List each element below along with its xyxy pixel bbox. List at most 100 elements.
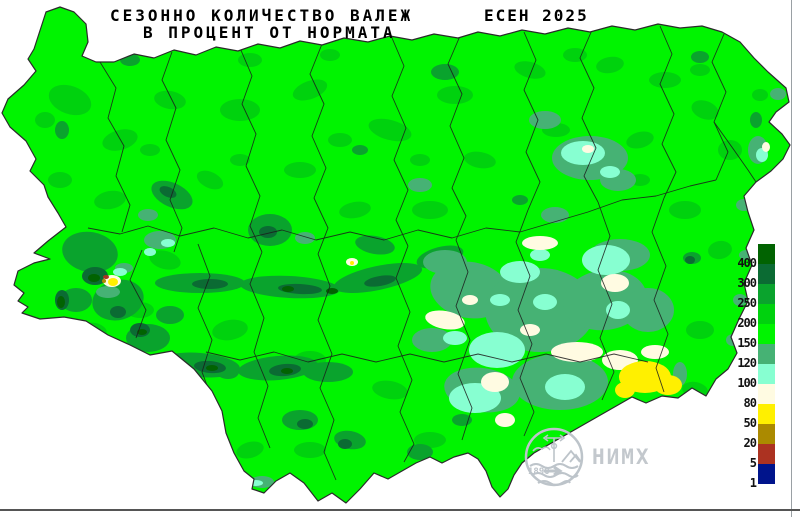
map-title-season: ЕСЕН 2025 <box>484 6 589 25</box>
legend-tick-label: 120 <box>737 356 757 370</box>
precip-region <box>545 374 585 400</box>
precip-region <box>171 420 199 440</box>
district-boundary-line <box>99 61 131 233</box>
precip-region <box>156 306 184 324</box>
district-boundary-line <box>129 249 147 339</box>
precip-region <box>514 61 546 79</box>
precip-region <box>522 236 558 250</box>
country-border <box>1 6 791 504</box>
legend-swatch-1 <box>758 464 775 484</box>
precip-region <box>249 480 263 486</box>
precip-region <box>128 383 176 417</box>
precip-region <box>601 274 629 292</box>
legend-swatch-100 <box>758 364 775 384</box>
precip-region <box>512 195 528 205</box>
precip-region <box>35 112 55 128</box>
precip-region <box>452 414 472 426</box>
precip-region <box>691 100 719 120</box>
precip-region <box>533 294 557 310</box>
map-title-line2: В ПРОЦЕНТ ОТ НОРМАТА <box>143 23 396 42</box>
precip-region <box>464 151 496 169</box>
legend-swatch-120 <box>758 344 775 364</box>
precip-region <box>102 279 106 283</box>
precip-region <box>364 275 396 287</box>
precip-region <box>55 121 69 139</box>
precip-region <box>259 226 277 238</box>
legend-tick-label: 1 <box>749 476 757 490</box>
land-patches <box>35 48 786 488</box>
precip-region <box>414 432 446 448</box>
precip-region <box>143 458 167 472</box>
precip-region <box>615 382 635 398</box>
precip-region <box>606 301 630 319</box>
precip-region <box>495 413 515 427</box>
precip-region <box>563 48 587 62</box>
precip-region <box>443 331 467 345</box>
legend-tick-label: 200 <box>737 316 757 330</box>
logo-cloud-icon <box>532 446 551 452</box>
district-boundary-line <box>309 43 329 255</box>
precip-region <box>60 288 92 312</box>
precip-region <box>110 306 126 318</box>
legend-swatch-200 <box>758 304 775 324</box>
district-boundary-line <box>87 179 717 241</box>
precip-region <box>156 419 168 427</box>
district-boundary-line <box>239 47 263 253</box>
precip-region <box>412 201 448 219</box>
precip-region <box>641 345 669 359</box>
precip-region <box>529 111 561 129</box>
district-boundary-line <box>395 245 415 463</box>
district-boundary-line <box>317 253 337 481</box>
district-boundary-line <box>579 29 599 203</box>
district-boundary-line <box>515 209 535 437</box>
district-boundary-line <box>711 33 729 181</box>
precip-region <box>352 145 368 155</box>
precip-region <box>159 186 177 198</box>
logo-arrow-icon <box>544 465 563 477</box>
precip-region <box>198 460 230 480</box>
frame-line-right <box>791 0 792 517</box>
precip-region <box>437 86 473 104</box>
precip-region <box>161 239 175 247</box>
precip-region <box>94 190 126 210</box>
precip-region <box>350 261 354 265</box>
district-boundary-line <box>651 197 669 393</box>
district-boundaries <box>87 25 757 481</box>
precip-region <box>582 145 594 153</box>
legend-swatch-50 <box>758 404 775 424</box>
precip-region <box>490 294 510 306</box>
district-boundary-line <box>205 351 649 363</box>
precip-region <box>48 172 72 188</box>
precip-region <box>423 250 467 274</box>
precip-region <box>762 142 770 152</box>
precip-region <box>154 90 186 110</box>
precip-region <box>718 140 742 160</box>
district-boundary-line <box>597 201 615 401</box>
legend-tick-label: 20 <box>743 436 757 450</box>
precip-region <box>192 279 228 289</box>
precip-region <box>320 49 340 61</box>
precip-region <box>48 84 92 116</box>
legend-swatch-5 <box>758 444 775 464</box>
precip-region <box>138 209 158 221</box>
precip-region <box>303 362 353 382</box>
precip-region <box>408 178 432 192</box>
precip-region <box>690 64 710 76</box>
precip-region <box>368 118 412 142</box>
legend-tick-label: 80 <box>743 396 757 410</box>
precip-region <box>144 248 156 256</box>
precip-region <box>736 199 752 211</box>
precip-region <box>140 144 160 156</box>
precip-region <box>752 89 768 101</box>
precip-region <box>281 368 293 374</box>
precip-region <box>103 275 109 279</box>
precip-region <box>62 231 118 273</box>
nimh-logo: 1890 НИМХ <box>524 427 649 487</box>
precip-region <box>500 261 540 283</box>
precip-region <box>196 170 224 190</box>
precip-region <box>541 207 569 223</box>
precip-region <box>282 286 294 292</box>
precip-region <box>148 412 172 428</box>
precip-region <box>733 294 747 306</box>
precip-region <box>112 357 136 371</box>
